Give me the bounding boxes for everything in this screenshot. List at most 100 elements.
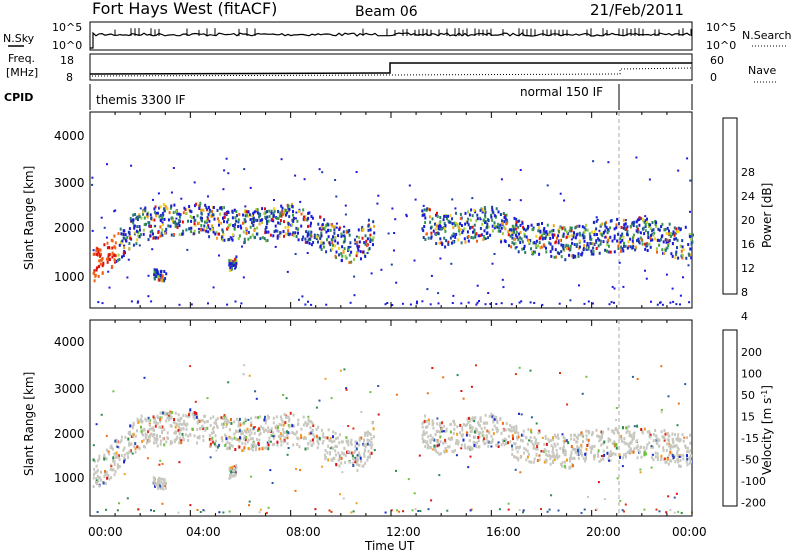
- data-point: [163, 478, 166, 482]
- data-point: [360, 257, 362, 261]
- data-point: [163, 443, 166, 447]
- data-point: [520, 237, 523, 241]
- data-point: [130, 300, 133, 303]
- data-point: [545, 453, 548, 456]
- data-point: [583, 508, 586, 511]
- data-point: [625, 431, 628, 435]
- data-point: [347, 425, 350, 427]
- data-point: [246, 214, 249, 218]
- colorbar-tick: 4: [741, 310, 748, 323]
- data-point: [500, 431, 503, 435]
- data-point: [142, 212, 144, 216]
- data-point: [277, 210, 279, 214]
- data-point: [522, 509, 525, 512]
- data-point: [522, 434, 525, 437]
- data-point: [143, 223, 146, 227]
- data-point: [264, 211, 267, 215]
- data-point: [107, 253, 110, 257]
- data-point: [565, 245, 568, 249]
- data-point: [135, 229, 138, 233]
- data-point: [164, 486, 167, 490]
- data-point: [679, 455, 682, 459]
- data-point: [231, 267, 233, 271]
- data-point: [444, 245, 447, 249]
- data-point: [663, 457, 666, 460]
- data-point: [178, 303, 181, 306]
- data-point: [523, 232, 526, 236]
- data-point: [303, 178, 306, 181]
- data-point: [603, 440, 606, 444]
- data-point: [457, 440, 460, 444]
- data-point: [532, 226, 535, 230]
- data-point: [242, 448, 245, 452]
- data-point: [369, 236, 372, 239]
- data-point: [161, 462, 164, 465]
- data-point: [176, 225, 179, 229]
- data-point: [590, 249, 593, 253]
- data-point: [553, 442, 556, 446]
- data-point: [487, 292, 490, 294]
- data-point: [402, 510, 405, 513]
- data-point: [613, 431, 616, 435]
- data-point: [633, 434, 635, 438]
- data-point: [672, 230, 675, 234]
- data-point: [324, 225, 327, 229]
- data-point: [475, 303, 478, 306]
- data-point: [652, 458, 655, 462]
- data-point: [682, 276, 684, 279]
- data-point: [523, 247, 525, 251]
- data-point: [515, 430, 518, 434]
- data-point: [510, 231, 513, 235]
- data-point: [660, 235, 663, 239]
- data-point: [604, 224, 607, 228]
- data-point: [233, 473, 236, 477]
- data-point: [596, 218, 599, 221]
- data-point: [605, 226, 608, 230]
- data-point: [215, 422, 218, 425]
- data-point: [186, 422, 189, 426]
- data-point: [674, 256, 677, 260]
- data-point: [442, 441, 445, 445]
- data-point: [660, 411, 663, 414]
- data-point: [310, 243, 313, 247]
- data-point: [519, 471, 522, 474]
- data-point: [193, 417, 196, 421]
- data-point: [282, 440, 285, 444]
- data-point: [164, 482, 167, 486]
- data-point: [519, 199, 522, 202]
- data-point: [253, 431, 256, 435]
- data-point: [548, 440, 551, 444]
- data-point: [675, 237, 678, 241]
- data-point: [358, 438, 361, 441]
- data-point: [451, 302, 454, 304]
- colorbar-tick: 20: [741, 214, 755, 227]
- data-point: [347, 443, 350, 447]
- data-point: [231, 474, 234, 478]
- data-point: [224, 212, 227, 216]
- data-point: [291, 204, 294, 208]
- data-point: [277, 425, 279, 429]
- data-point: [638, 223, 641, 227]
- data-point: [676, 238, 679, 242]
- data-point: [241, 431, 244, 435]
- data-point: [134, 442, 137, 446]
- data-point: [102, 481, 105, 485]
- data-point: [285, 415, 287, 419]
- data-point: [243, 221, 246, 225]
- data-point: [686, 450, 689, 454]
- data-point: [395, 393, 398, 396]
- data-point: [436, 439, 439, 442]
- data-point: [209, 423, 212, 427]
- data-point: [626, 230, 629, 233]
- data-point: [413, 492, 416, 495]
- data-point: [148, 419, 151, 422]
- data-point: [534, 440, 537, 444]
- data-point: [678, 455, 681, 458]
- data-point: [181, 432, 184, 436]
- data-point: [626, 450, 629, 454]
- data-point: [615, 446, 618, 450]
- data-point: [268, 436, 271, 440]
- data-point: [630, 450, 633, 454]
- data-point: [227, 446, 230, 450]
- data-point: [103, 243, 106, 247]
